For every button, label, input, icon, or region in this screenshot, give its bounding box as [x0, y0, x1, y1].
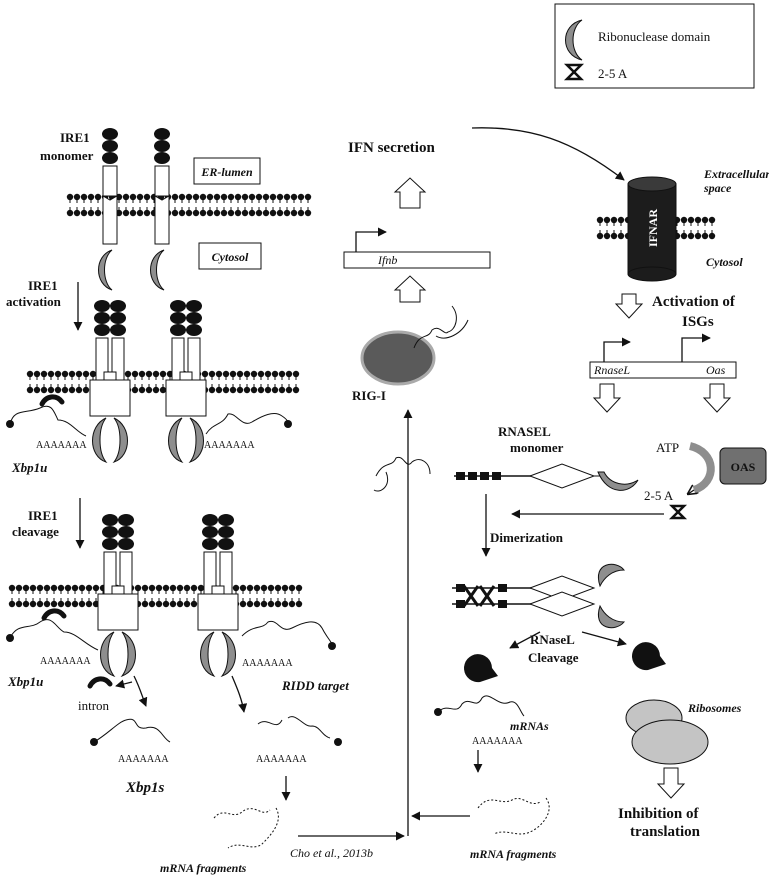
- two-five-a-icon-main: [668, 504, 688, 520]
- xbp1s-mrna: AAAAAAA: [90, 718, 171, 765]
- ire1-cleavage-label-1: IRE1: [28, 508, 58, 523]
- ire1-monomer-label-1: IRE1: [60, 130, 90, 145]
- rnasel-section: RNASEL monomer ATP OAS 2-5 A Dimerizatio…: [434, 424, 767, 861]
- dsrna-fragment-center: [373, 456, 431, 492]
- legend-two-five-a-label: 2-5 A: [598, 66, 628, 81]
- oas-enzyme: [719, 447, 767, 485]
- ire1-activation-label-1: IRE1: [28, 278, 58, 293]
- ire1-dimer-1: [89, 300, 131, 464]
- poly-a-label-2: AAAAAAA: [204, 440, 255, 451]
- poly-a-label-1: AAAAAAA: [36, 440, 87, 451]
- ire1-monomer-b: [150, 128, 170, 291]
- ire1-dimer-3: [97, 514, 139, 678]
- rnasel-gene-label: RnaseL: [593, 363, 630, 377]
- rnasel-monomer: [454, 463, 639, 491]
- poly-a-label-3: AAAAAAA: [40, 656, 91, 667]
- mrna-fragments-left: [213, 807, 279, 849]
- poly-a-label-4: AAAAAAA: [118, 754, 169, 765]
- ire1-dimer-4: [197, 514, 239, 678]
- ire1-cleavage-label-2: cleavage: [12, 524, 59, 539]
- ire1-dimer-2: [165, 300, 207, 464]
- ifnar-label: IFNAR: [646, 209, 660, 247]
- ribonuclease-domain-icon: [565, 19, 583, 61]
- upward-open-arrow-2: [393, 177, 427, 209]
- rig-i-bound-rna: [413, 305, 469, 349]
- citation-label: Cho et al., 2013b: [290, 846, 373, 860]
- oas-box-label: OAS: [731, 460, 756, 474]
- rnasel-monomer-label-1: RNASEL: [498, 424, 551, 439]
- downward-open-arrow-translation: [656, 767, 686, 799]
- xbp1u-mrna-2: AAAAAAA: [204, 413, 292, 451]
- legend: Ribonuclease domain 2-5 A: [554, 3, 755, 89]
- ifnar-receptor: IFNAR: [627, 176, 677, 282]
- inhibition-label-1: Inhibition of: [618, 806, 699, 822]
- downward-open-arrow-oas: [702, 383, 732, 413]
- xbp1u-mrna-1: AAAAAAA: [6, 394, 87, 451]
- mrna-fragments-right: [477, 797, 550, 835]
- er-membrane-2: [26, 370, 300, 394]
- ifnar-section: Extracellular space IFNAR Cytosol Activa…: [589, 167, 769, 413]
- xbp1u-label-1: Xbp1u: [11, 460, 47, 475]
- inhibition-label-2: translation: [630, 824, 701, 840]
- activation-isgs-label-2: ISGs: [682, 314, 714, 330]
- two-five-a-label: 2-5 A: [644, 488, 674, 503]
- target-mrna: AAAAAAA: [434, 695, 525, 747]
- ire1-monomer-section: IRE1 monomer ER-lumen Cytosol: [40, 128, 312, 291]
- poly-a-label-5: AAAAAAA: [242, 658, 293, 669]
- ridd-target-mrna: AAAAAAA: [241, 620, 336, 669]
- dimerization-label: Dimerization: [490, 530, 564, 545]
- cytosol-right-label: Cytosol: [706, 255, 743, 269]
- downward-open-arrow-rnasel: [592, 383, 622, 413]
- rig-i-protein: [360, 330, 436, 386]
- cleaved-ridd-mrna: AAAAAAA: [256, 716, 342, 765]
- ire1-activation-label-2: activation: [6, 294, 62, 309]
- ifn-secretion-label: IFN secretion: [348, 140, 435, 156]
- intron-label: intron: [78, 698, 110, 713]
- downward-open-arrow-isgs: [614, 293, 644, 319]
- center-column: RIG-I Ifnb IFN secretion: [343, 127, 625, 836]
- extracellular-label-2: space: [703, 181, 732, 195]
- atp-label: ATP: [656, 440, 679, 455]
- rig-i-label: RIG-I: [352, 388, 386, 403]
- cytosol-left-label: Cytosol: [212, 250, 249, 264]
- ribosomes-label: Ribosomes: [687, 701, 742, 715]
- poly-a-label-7: AAAAAAA: [472, 736, 523, 747]
- intron-fragment: [87, 676, 113, 689]
- ire1-cleavage-section: IRE1 cleavage: [6, 498, 405, 875]
- rnasel-cleaving-mrna: [464, 654, 498, 683]
- mrna-fragments-left-label: mRNA fragments: [160, 861, 247, 875]
- ribosomes: [625, 699, 709, 765]
- xbp1u-mrna-3: AAAAAAA: [6, 608, 99, 667]
- isg-gene-box: [589, 361, 737, 379]
- rnasel-cleavage-label-1: RNaseL: [530, 632, 575, 647]
- oas-gene-label: Oas: [706, 363, 726, 377]
- upward-open-arrow-1: [393, 275, 427, 303]
- poly-a-label-6: AAAAAAA: [256, 754, 307, 765]
- ridd-target-label: RIDD target: [281, 678, 349, 693]
- ire1-monomer-label-2: monomer: [40, 148, 94, 163]
- two-five-a-icon: [563, 63, 585, 81]
- er-lumen-label: ER-lumen: [200, 165, 253, 179]
- ire1-monomer-a: [98, 128, 118, 291]
- oas-ribonuclease-arc: [688, 442, 715, 494]
- xbp1s-label: Xbp1s: [125, 780, 165, 796]
- rnasel-on-ribosome: [632, 642, 666, 671]
- xbp1u-label-2: Xbp1u: [7, 674, 43, 689]
- activation-isgs-label-1: Activation of: [652, 294, 736, 310]
- ire1-activation-section: IRE1 activation: [6, 278, 300, 475]
- ifnb-gene-box: [343, 251, 491, 269]
- er-membrane-3: [8, 584, 303, 608]
- rnasel-cleavage-label-2: Cleavage: [528, 650, 579, 665]
- ifnb-label: Ifnb: [377, 253, 397, 267]
- mrnas-label: mRNAs: [510, 719, 549, 733]
- rnasel-dimer: [452, 563, 626, 629]
- extracellular-label-1: Extracellular: [703, 167, 769, 181]
- mrna-fragments-right-label: mRNA fragments: [470, 847, 557, 861]
- legend-ribonuclease-label: Ribonuclease domain: [598, 29, 711, 44]
- rnasel-monomer-label-2: monomer: [510, 440, 564, 455]
